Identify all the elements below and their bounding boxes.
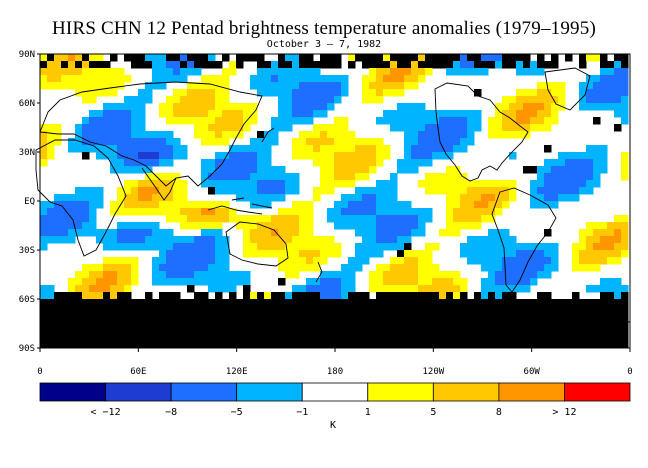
lon-label: 0 xyxy=(37,367,42,377)
colorbar-label: > 12 xyxy=(552,407,577,418)
lat-label: EQ xyxy=(24,197,35,207)
axis-ticks xyxy=(37,53,631,352)
colorbar-swatch xyxy=(105,382,172,402)
colorbar-swatch xyxy=(432,382,500,402)
lat-label: 90N xyxy=(19,50,35,60)
colorbar-unit: K xyxy=(330,420,337,431)
colorbar xyxy=(39,382,631,402)
colorbar-swatch xyxy=(170,382,238,402)
lat-label: 30N xyxy=(19,148,35,158)
coastlines xyxy=(35,67,631,323)
colorbar-swatch xyxy=(367,382,434,402)
colorbar-swatch xyxy=(498,382,565,402)
map-title: HIRS CHN 12 Pentad brightness temperatur… xyxy=(52,18,596,39)
lat-label: 90S xyxy=(19,344,35,354)
colorbar-swatch xyxy=(39,382,106,402)
colorbar-label: < −12 xyxy=(90,407,121,418)
colorbar-swatch xyxy=(236,382,303,402)
lat-label: 60N xyxy=(19,99,35,109)
lat-label: 30S xyxy=(19,246,35,256)
lat-label: 60S xyxy=(19,295,35,305)
map-field xyxy=(40,54,629,349)
lon-label: 120E xyxy=(226,367,248,377)
colorbar-swatch xyxy=(564,382,631,402)
lon-label: 120W xyxy=(422,367,444,377)
lon-label: 60W xyxy=(524,367,541,377)
colorbar-label: 5 xyxy=(430,407,437,418)
lon-label: 0 xyxy=(627,367,632,377)
lon-label: 180 xyxy=(327,367,343,377)
colorbar-swatch xyxy=(301,382,369,402)
colorbar-label: −5 xyxy=(230,407,243,418)
colorbar-label: 1 xyxy=(364,407,371,418)
map-subtitle: October 3 – 7, 1982 xyxy=(266,39,382,50)
colorbar-label: −8 xyxy=(165,407,178,418)
lon-label: 60E xyxy=(130,367,146,377)
colorbar-label: 8 xyxy=(495,407,502,418)
colorbar-label: −1 xyxy=(296,407,309,418)
